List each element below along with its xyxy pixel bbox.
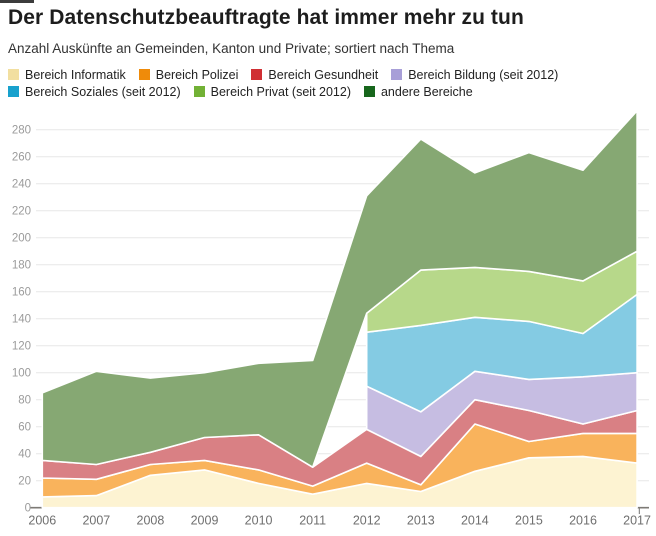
legend-label: Bereich Polizei <box>155 67 239 82</box>
chart-subtitle: Anzahl Auskünfte an Gemeinden, Kanton un… <box>8 41 455 56</box>
legend-item-polizei: Bereich Polizei <box>138 67 239 82</box>
y-axis-tick-label: 260 <box>12 152 31 164</box>
legend-row-2: Bereich Soziales (seit 2012) Bereich Pri… <box>8 83 652 100</box>
legend-item-bildung: Bereich Bildung (seit 2012) <box>391 68 558 82</box>
x-axis-tick-label: 2007 <box>82 514 110 528</box>
legend-label: Bereich Informatik <box>25 67 126 82</box>
legend-swatch-informatik <box>8 69 19 80</box>
y-axis-tick-label: 240 <box>12 179 31 191</box>
legend-label: Bereich Gesundheit <box>268 67 379 82</box>
x-axis-tick-label: 2012 <box>353 514 381 528</box>
x-axis-tick-label: 2014 <box>461 514 489 528</box>
legend-swatch-privat <box>193 86 205 97</box>
x-axis-tick-label: 2006 <box>28 514 56 528</box>
y-axis-tick-label: 200 <box>12 233 31 245</box>
legend-swatch-andere <box>363 86 375 97</box>
legend-swatch-polizei <box>138 69 150 80</box>
x-axis-tick-label: 2009 <box>191 514 219 528</box>
legend-item-privat: Bereich Privat (seit 2012) <box>193 84 351 99</box>
x-axis-tick-label: 2015 <box>515 514 543 528</box>
y-axis-tick-label: 120 <box>12 341 31 353</box>
y-axis-tick-label: 80 <box>18 395 31 407</box>
x-axis-tick-label: 2011 <box>299 514 326 528</box>
y-axis-tick-label: 60 <box>18 422 31 434</box>
screenshot-artifact <box>0 0 34 3</box>
chart-title: Der Datenschutzbeauftragte hat immer meh… <box>8 6 524 29</box>
y-axis-tick-label: 160 <box>12 287 31 299</box>
legend-item-andere: andere Bereiche <box>363 84 473 99</box>
y-axis-tick-label: 40 <box>18 449 31 461</box>
x-axis-tick-label: 2016 <box>569 514 597 528</box>
legend-label: Bereich Soziales (seit 2012) <box>25 84 181 99</box>
legend-item-informatik: Bereich Informatik <box>8 68 126 82</box>
legend-label: Bereich Privat (seit 2012) <box>210 84 351 99</box>
legend-swatch-soziales <box>8 86 19 97</box>
legend-label: Bereich Bildung (seit 2012) <box>408 67 559 82</box>
legend-swatch-bildung <box>391 69 403 80</box>
legend-swatch-gesundheit <box>251 69 263 80</box>
legend-label: andere Bereiche <box>380 84 473 99</box>
area-andere-bereiche <box>41 110 638 469</box>
legend-row-1: Bereich Informatik Bereich Polizei Berei… <box>8 66 652 83</box>
y-axis-tick-label: 140 <box>12 314 31 326</box>
x-axis-tick-label: 2008 <box>137 514 165 528</box>
x-axis-tick-label: 2010 <box>245 514 273 528</box>
x-axis-tick-label: 2017 <box>623 514 651 528</box>
legend-item-gesundheit: Bereich Gesundheit <box>251 68 378 82</box>
y-axis-tick-label: 20 <box>18 476 31 488</box>
y-axis-tick-label: 100 <box>12 368 31 380</box>
x-axis-tick-label: 2013 <box>407 514 435 528</box>
y-axis-tick-label: 180 <box>12 260 31 272</box>
chart-legend: Bereich Informatik Bereich Polizei Berei… <box>8 66 652 100</box>
y-axis-tick-label: 0 <box>25 503 31 515</box>
y-axis-tick-label: 220 <box>12 206 31 218</box>
legend-item-soziales: Bereich Soziales (seit 2012) <box>8 85 181 99</box>
y-axis-tick-label: 280 <box>12 125 31 137</box>
